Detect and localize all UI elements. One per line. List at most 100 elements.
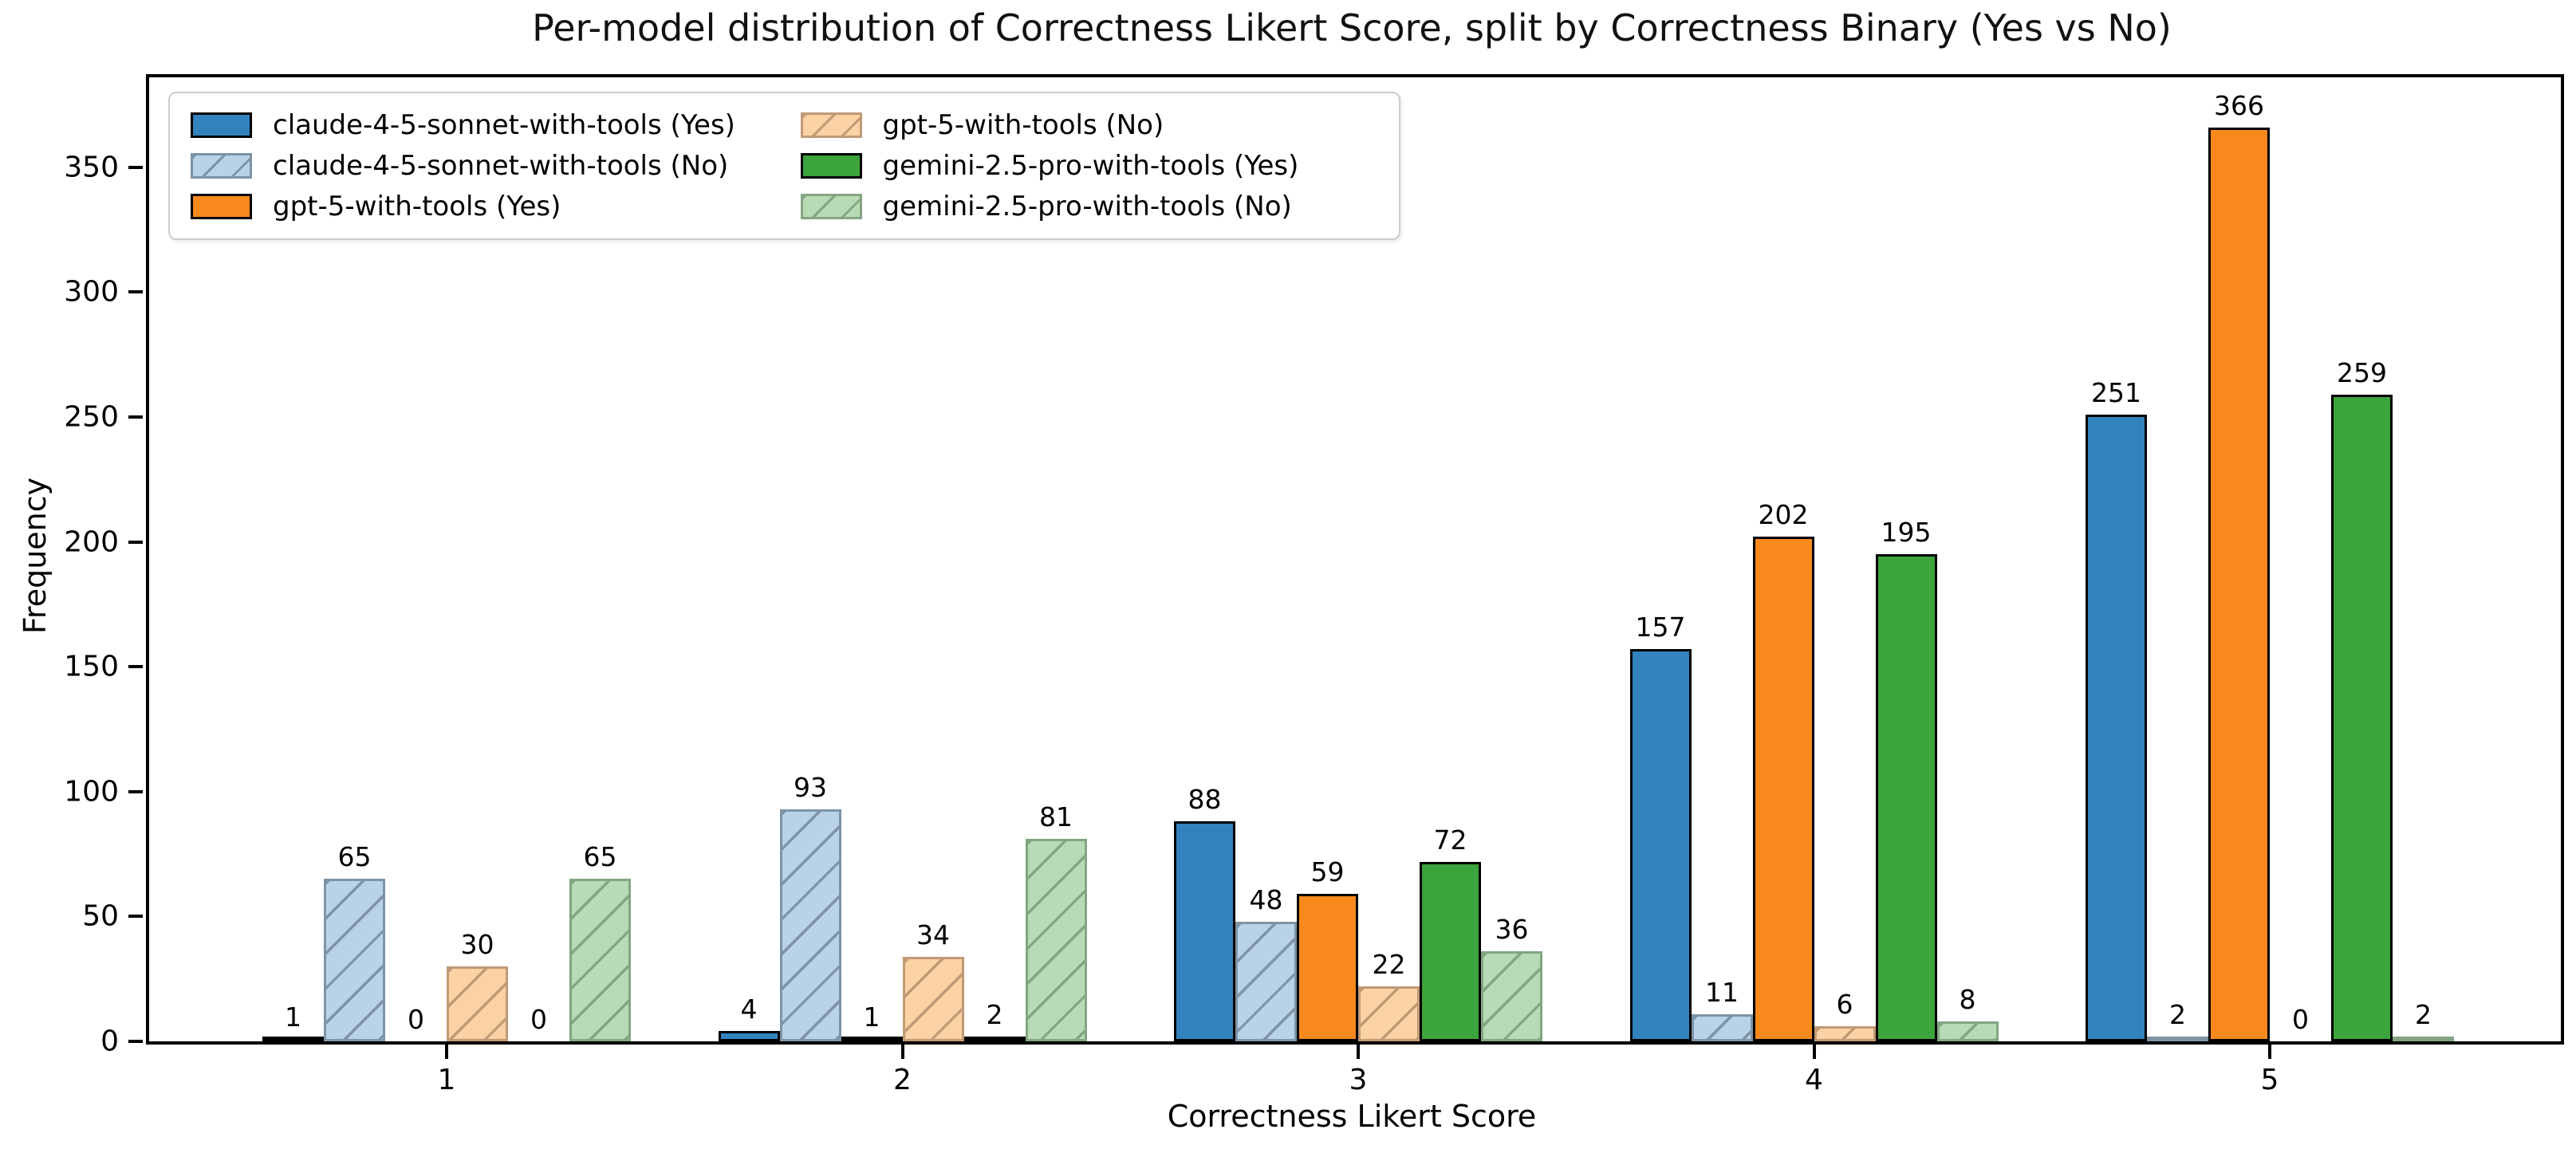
chart-title: Per-model distribution of Correctness Li…	[532, 6, 2172, 49]
legend-entry-label: claude-4-5-sonnet-with-tools (No)	[273, 149, 729, 182]
x-axis-label: Correctness Likert Score	[1167, 1099, 1537, 1134]
y-tick-label: 100	[64, 775, 119, 809]
bar	[1235, 921, 1297, 1041]
bar-value-label: 0	[2292, 1004, 2309, 1035]
x-tick-mark	[1812, 1045, 1816, 1059]
bar-value-label: 30	[460, 929, 494, 961]
bar-value-label: 202	[1758, 499, 1809, 531]
bar-value-label: 48	[1249, 883, 1283, 915]
hatched-swatch-icon	[800, 194, 862, 220]
bar	[963, 1036, 1026, 1041]
bar-value-label: 1	[285, 1001, 301, 1033]
legend-entry-label: gemini-2.5-pro-with-tools (No)	[882, 191, 1292, 223]
bar-value-label: 2	[2415, 998, 2432, 1030]
bar-value-label: 157	[1635, 612, 1686, 643]
x-tick-label: 3	[1349, 1064, 1368, 1096]
x-tick-label: 4	[1805, 1064, 1823, 1096]
solid-swatch-icon	[191, 112, 252, 138]
bar-value-label: 22	[1372, 949, 1406, 981]
bar	[1297, 894, 1358, 1041]
y-tick-label: 350	[64, 151, 119, 184]
y-tick-label: 300	[64, 275, 119, 309]
bar-value-label: 0	[530, 1004, 547, 1035]
bar-value-label: 195	[1881, 517, 1932, 549]
y-tick-mark	[128, 1040, 143, 1043]
bar	[779, 809, 841, 1041]
x-tick-label: 5	[2260, 1064, 2279, 1096]
legend-entry: claude-4-5-sonnet-with-tools (No)	[191, 150, 769, 182]
legend-entry-label: claude-4-5-sonnet-with-tools (Yes)	[273, 108, 735, 141]
x-tick-label: 1	[437, 1064, 456, 1096]
legend: claude-4-5-sonnet-with-tools (Yes) claude…	[168, 92, 1400, 240]
y-tick-mark	[128, 665, 143, 669]
y-tick-mark	[128, 915, 143, 919]
legend-entry-label: gpt-5-with-tools (No)	[882, 108, 1164, 141]
x-tick-mark	[2268, 1045, 2271, 1059]
hatched-swatch-icon	[191, 152, 252, 179]
y-tick-mark	[128, 415, 143, 419]
bar	[1025, 839, 1087, 1041]
bar	[841, 1037, 903, 1041]
bar-value-label: 72	[1433, 824, 1467, 856]
bar	[1691, 1013, 1753, 1041]
y-tick-label: 0	[100, 1025, 119, 1058]
bar	[718, 1031, 780, 1041]
bar-value-label: 34	[916, 919, 950, 950]
bar-value-label: 259	[2337, 356, 2387, 388]
bar-value-label: 93	[794, 771, 827, 803]
bar-value-label: 59	[1310, 856, 1345, 888]
y-tick-label: 150	[64, 650, 119, 683]
legend-entry: gpt-5-with-tools (No)	[800, 108, 1379, 141]
bar-value-label: 65	[583, 841, 617, 873]
bar-value-label: 0	[408, 1004, 424, 1035]
bar	[324, 879, 385, 1041]
bar	[447, 966, 508, 1041]
legend-entry-label: gpt-5-with-tools (Yes)	[273, 191, 561, 223]
y-tick-label: 200	[64, 525, 119, 559]
bar	[1814, 1026, 1876, 1041]
bar	[1174, 821, 1235, 1041]
hatched-swatch-icon	[800, 112, 862, 138]
bar	[1752, 537, 1814, 1041]
bar-value-label: 11	[1705, 976, 1739, 1008]
bar	[569, 879, 631, 1041]
bar-value-label: 1	[863, 1001, 880, 1033]
y-axis-label: Frequency	[18, 477, 53, 635]
bar	[902, 956, 964, 1041]
bar	[1629, 649, 1692, 1041]
bar	[262, 1037, 324, 1041]
x-tick-mark	[1357, 1045, 1360, 1059]
bar-value-label: 2	[2169, 998, 2186, 1030]
bar-value-label: 366	[2214, 89, 2264, 121]
legend-entry: gemini-2.5-pro-with-tools (No)	[800, 191, 1379, 223]
bar	[1936, 1021, 1999, 1041]
plot-area: claude-4-5-sonnet-with-tools (Yes) claude…	[64, 74, 2564, 1096]
y-tick-mark	[128, 290, 143, 294]
legend-entry: gpt-5-with-tools (Yes)	[191, 191, 769, 222]
bar-value-label: 81	[1039, 801, 1073, 833]
bar	[1420, 861, 1481, 1041]
x-tick-label: 2	[893, 1064, 912, 1096]
bar	[1481, 951, 1542, 1041]
y-tick-mark	[128, 789, 143, 793]
bar-value-label: 6	[1836, 989, 1853, 1021]
y-tick-mark	[128, 165, 143, 169]
bar-value-label: 8	[1959, 983, 1976, 1015]
solid-swatch-icon	[191, 194, 252, 220]
solid-swatch-icon	[800, 152, 862, 179]
bar-value-label: 65	[337, 841, 372, 873]
bar-value-label: 2	[986, 998, 1003, 1030]
y-tick-label: 50	[82, 899, 119, 933]
legend-entry-label: gemini-2.5-pro-with-tools (Yes)	[882, 149, 1299, 182]
x-tick-mark	[900, 1045, 904, 1059]
y-tick-label: 250	[64, 400, 119, 434]
bar-value-label: 251	[2091, 376, 2141, 408]
bar	[1358, 986, 1420, 1041]
legend-entry: claude-4-5-sonnet-with-tools (Yes)	[191, 109, 769, 141]
bar	[2208, 127, 2270, 1041]
y-tick-mark	[128, 540, 143, 544]
x-tick-mark	[445, 1045, 448, 1059]
bar	[2086, 414, 2147, 1041]
legend-entry: gemini-2.5-pro-with-tools (Yes)	[800, 149, 1379, 182]
